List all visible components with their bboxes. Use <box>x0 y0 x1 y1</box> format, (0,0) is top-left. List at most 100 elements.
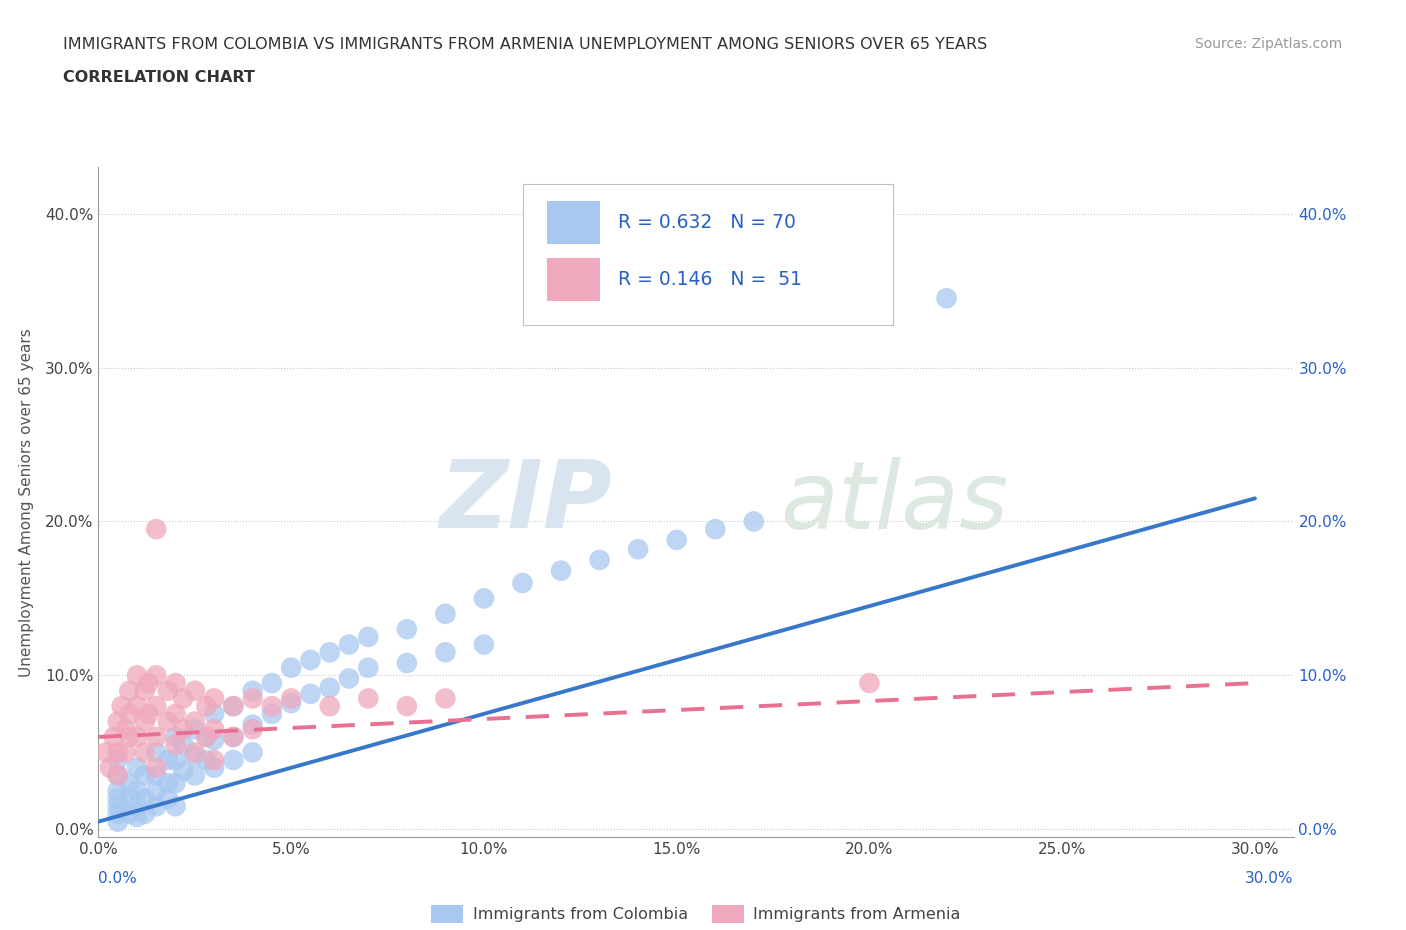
Point <box>319 680 342 695</box>
Point <box>472 591 495 605</box>
Point <box>195 729 218 744</box>
Point <box>260 698 283 713</box>
Point <box>107 814 129 829</box>
Point <box>395 698 418 713</box>
Point <box>222 752 245 767</box>
Point <box>184 714 207 729</box>
Point <box>222 729 245 744</box>
Point <box>202 707 225 722</box>
Point <box>145 761 167 776</box>
Point <box>202 691 225 706</box>
Point <box>134 745 156 760</box>
Text: 0.0%: 0.0% <box>98 871 138 886</box>
Point <box>165 799 187 814</box>
Point <box>434 691 457 706</box>
Point <box>118 729 141 744</box>
Point <box>118 684 141 698</box>
Point <box>242 717 264 732</box>
Point <box>242 684 264 698</box>
Point <box>184 768 207 783</box>
Point <box>107 791 129 806</box>
Point <box>184 745 207 760</box>
Point <box>512 576 534 591</box>
Point <box>195 698 218 713</box>
Point <box>156 791 179 806</box>
Point <box>434 606 457 621</box>
Point <box>202 752 225 767</box>
Point <box>184 684 207 698</box>
Point <box>107 806 129 821</box>
Point <box>165 729 187 744</box>
Point <box>172 737 194 752</box>
Point <box>165 707 187 722</box>
Point <box>165 752 187 767</box>
Point <box>156 714 179 729</box>
Point <box>550 564 572 578</box>
Point <box>357 660 380 675</box>
Point <box>280 660 302 675</box>
Point <box>118 806 141 821</box>
Point <box>118 776 141 790</box>
Point <box>319 698 342 713</box>
Text: R = 0.146   N =  51: R = 0.146 N = 51 <box>619 270 803 288</box>
Point <box>145 729 167 744</box>
Text: R = 0.632   N = 70: R = 0.632 N = 70 <box>619 213 796 232</box>
Point <box>138 675 160 690</box>
Point <box>125 698 148 713</box>
Point <box>242 722 264 737</box>
Point <box>337 671 360 686</box>
Point <box>103 729 125 744</box>
Point <box>395 656 418 671</box>
Point <box>242 691 264 706</box>
Y-axis label: Unemployment Among Seniors over 65 years: Unemployment Among Seniors over 65 years <box>18 328 34 677</box>
Point <box>242 745 264 760</box>
Point <box>742 514 765 529</box>
Point <box>156 752 179 767</box>
Point <box>280 691 302 706</box>
Point <box>107 714 129 729</box>
Point <box>125 783 148 798</box>
Point <box>118 791 141 806</box>
Point <box>134 768 156 783</box>
Point <box>114 745 136 760</box>
Point <box>935 291 957 306</box>
Point <box>202 722 225 737</box>
Point <box>184 722 207 737</box>
Point <box>94 745 117 760</box>
Point <box>134 791 156 806</box>
Point <box>357 691 380 706</box>
Point <box>125 668 148 683</box>
Point <box>202 733 225 748</box>
Legend: Immigrants from Colombia, Immigrants from Armenia: Immigrants from Colombia, Immigrants fro… <box>425 898 967 929</box>
Point <box>134 684 156 698</box>
Point <box>145 768 167 783</box>
FancyBboxPatch shape <box>523 184 893 325</box>
Point <box>472 637 495 652</box>
Point <box>114 722 136 737</box>
Text: IMMIGRANTS FROM COLOMBIA VS IMMIGRANTS FROM ARMENIA UNEMPLOYMENT AMONG SENIORS O: IMMIGRANTS FROM COLOMBIA VS IMMIGRANTS F… <box>63 37 987 52</box>
Point <box>125 761 148 776</box>
Point <box>172 722 194 737</box>
FancyBboxPatch shape <box>547 258 600 301</box>
Point <box>156 684 179 698</box>
Point <box>145 745 167 760</box>
Point <box>107 752 129 767</box>
FancyBboxPatch shape <box>547 201 600 245</box>
Point <box>118 707 141 722</box>
Point <box>299 653 322 668</box>
Point <box>222 729 245 744</box>
Point <box>280 696 302 711</box>
Point <box>145 698 167 713</box>
Point <box>319 644 342 659</box>
Point <box>337 637 360 652</box>
Point <box>107 745 129 760</box>
Point <box>222 698 245 713</box>
Point <box>107 799 129 814</box>
Point <box>107 783 129 798</box>
Point <box>434 644 457 659</box>
Point <box>184 748 207 763</box>
Point <box>858 675 880 690</box>
Point <box>165 675 187 690</box>
Point <box>260 675 283 690</box>
Point <box>98 761 121 776</box>
